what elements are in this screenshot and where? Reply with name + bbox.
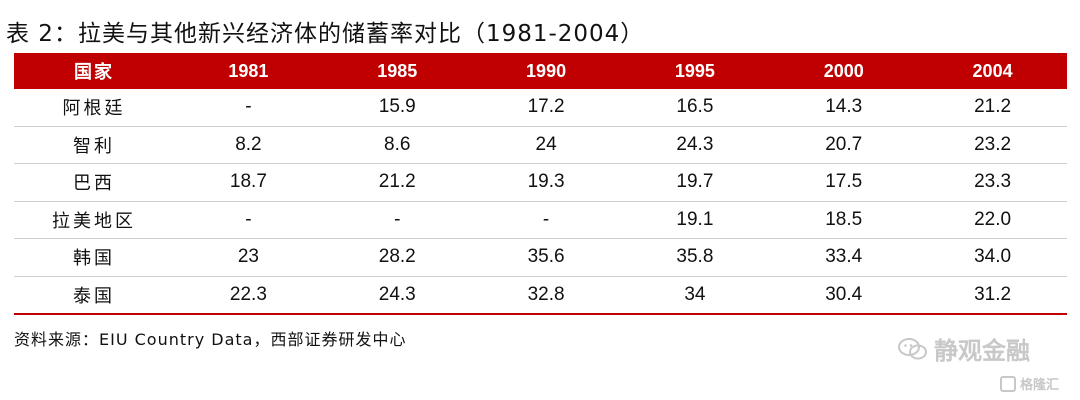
table-cell: 34.0 [918,238,1067,277]
table-cell: 18.5 [769,201,919,239]
savings-rate-table-container: 国家 1981 1985 1990 1995 2000 2004 阿根廷 - 1… [14,53,1067,315]
table-cell: 20.7 [769,126,919,164]
header-1981: 1981 [174,53,323,89]
table-cell: 30.4 [769,276,919,315]
table-cell: 31.2 [918,276,1067,315]
wechat-icon [898,337,927,359]
header-2000: 2000 [769,53,919,89]
row-label: 泰国 [14,276,174,315]
table-cell: 8.2 [174,126,323,164]
row-label: 阿根廷 [14,89,174,127]
table-cell: - [174,201,323,239]
table-cell: 19.7 [620,163,770,202]
table-cell: 19.1 [620,201,770,239]
row-label: 智利 [14,126,174,164]
table-cell: - [174,89,323,127]
table-cell: 21.2 [918,89,1067,127]
table-cell: 21.2 [322,163,472,202]
table-cell: 22.0 [918,201,1067,239]
table-cell: 22.3 [174,276,323,315]
table-row: 韩国 23 28.2 35.6 35.8 33.4 34.0 [14,238,1067,277]
watermark-wechat: 静观金融 [898,331,1030,366]
header-1995: 1995 [620,53,770,89]
table-cell: 23.2 [918,126,1067,164]
table-cell: 23 [174,238,323,277]
table-cell: - [471,201,621,239]
watermark-text: 静观金融 [934,337,1030,365]
table-cell: 24.3 [322,276,472,315]
table-cell: 17.2 [471,89,621,127]
table-row: 拉美地区 - - - 19.1 18.5 22.0 [14,201,1067,239]
table-row: 巴西 18.7 21.2 19.3 19.7 17.5 23.3 [14,163,1067,202]
table-row: 泰国 22.3 24.3 32.8 34 30.4 31.2 [14,276,1067,315]
table-cell: 19.3 [471,163,621,202]
table-cell: 17.5 [769,163,919,202]
table-cell: 35.6 [471,238,621,277]
table-cell: 16.5 [620,89,770,127]
table-row: 阿根廷 - 15.9 17.2 16.5 14.3 21.2 [14,89,1067,127]
table-cell: 8.6 [322,126,472,164]
table-cell: 35.8 [620,238,770,277]
table-cell: 24.3 [620,126,770,164]
watermark-secondary-text: 格隆汇 [1020,378,1060,393]
table-row: 智利 8.2 8.6 24 24.3 20.7 23.2 [14,126,1067,164]
table-cell: 32.8 [471,276,621,315]
table-cell: 24 [471,126,621,164]
header-2004: 2004 [918,53,1067,89]
table-cell: 18.7 [174,163,323,202]
table-cell: 14.3 [769,89,919,127]
row-label: 韩国 [14,238,174,277]
source-note: 资料来源：EIU Country Data，西部证券研发中心 [14,330,407,349]
table-cell: 28.2 [322,238,472,277]
table-title: 表 2：拉美与其他新兴经济体的储蓄率对比（1981-2004） [6,21,645,47]
table-cell: 33.4 [769,238,919,277]
header-country: 国家 [14,53,174,89]
header-1985: 1985 [322,53,472,89]
table-header-row: 国家 1981 1985 1990 1995 2000 2004 [14,53,1067,89]
row-label: 拉美地区 [14,201,174,239]
gelonghui-logo-icon [1000,375,1016,392]
table-cell: - [322,201,472,239]
table-cell: 23.3 [918,163,1067,202]
watermark-secondary: 格隆汇 [1000,374,1059,393]
table-cell: 34 [620,276,770,315]
row-label: 巴西 [14,163,174,202]
header-1990: 1990 [471,53,621,89]
table-cell: 15.9 [322,89,472,127]
savings-rate-table: 国家 1981 1985 1990 1995 2000 2004 阿根廷 - 1… [14,53,1067,315]
